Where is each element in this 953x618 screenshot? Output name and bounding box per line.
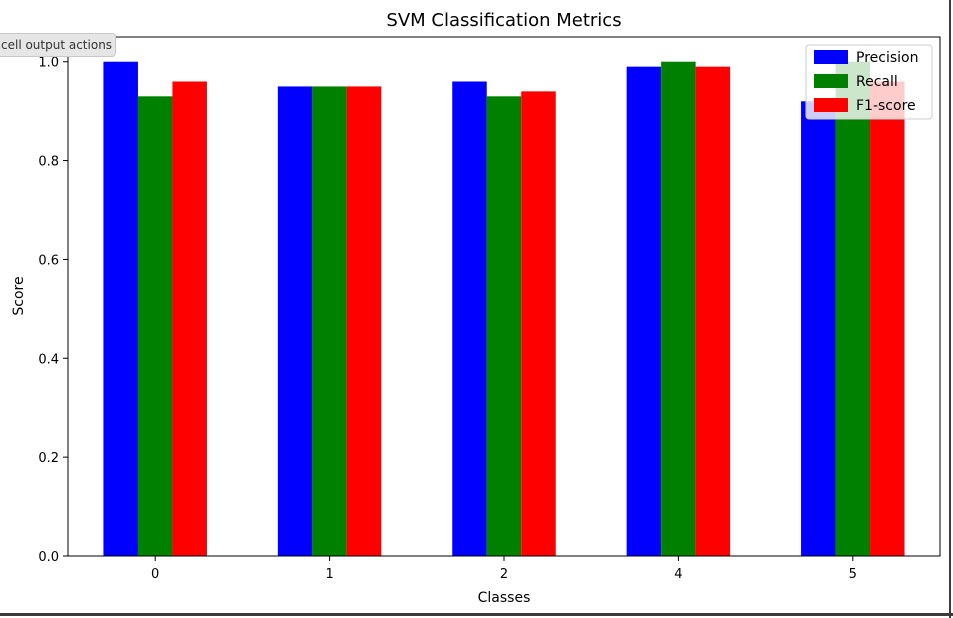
bar-recall-class-5 [835, 61, 871, 556]
y-tick-label: 0.4 [38, 352, 59, 367]
legend-label-f1-score: F1-score [856, 98, 916, 114]
bar-precision-class-0 [103, 61, 138, 556]
bar-recall-class-0 [137, 96, 173, 557]
bar-f1-score-class-0 [172, 81, 207, 556]
y-tick-label: 0.6 [38, 253, 59, 268]
bar-precision-class-2 [452, 81, 487, 556]
chart-title: SVM Classification Metrics [386, 10, 621, 31]
window-border-bottom [0, 613, 953, 616]
bars-layer [103, 61, 905, 557]
bar-precision-class-1 [277, 86, 313, 556]
x-tick-label: 1 [325, 567, 333, 582]
legend-label-precision: Precision [856, 50, 918, 66]
window-border-right [949, 0, 951, 618]
legend-swatch-recall [814, 74, 848, 88]
x-tick-label: 0 [151, 567, 159, 582]
bar-f1-score-class-5 [870, 81, 905, 556]
bar-f1-score-class-1 [346, 86, 382, 556]
legend-swatch-f1-score [814, 98, 848, 112]
legend-label-recall: Recall [856, 74, 898, 90]
bar-f1-score-class-4 [695, 66, 731, 557]
y-tick-label: 0.0 [38, 550, 59, 565]
bar-recall-class-2 [486, 96, 522, 557]
legend: Precision Recall F1-score [805, 44, 933, 120]
bar-f1-score-class-2 [521, 91, 556, 556]
x-tick-label: 5 [849, 567, 857, 582]
y-tick-label: 1.0 [38, 56, 59, 71]
cell-output-actions-tooltip: cell output actions [0, 33, 116, 57]
bar-recall-class-4 [661, 61, 696, 556]
x-axis-label: Classes [478, 590, 531, 606]
x-tick-label: 4 [674, 567, 682, 582]
y-tick-label: 0.8 [38, 155, 59, 170]
bar-recall-class-1 [312, 86, 347, 556]
bar-precision-class-5 [801, 101, 836, 556]
y-tick-label: 0.2 [38, 451, 59, 466]
y-axis-label: Score [11, 276, 27, 315]
legend-swatch-precision [814, 50, 848, 64]
x-tick-label: 2 [500, 567, 508, 582]
bar-precision-class-4 [626, 66, 662, 557]
axes-layer: 0.0 0.2 0.4 0.6 0.8 1.0 0 1 2 4 5 [38, 36, 941, 582]
